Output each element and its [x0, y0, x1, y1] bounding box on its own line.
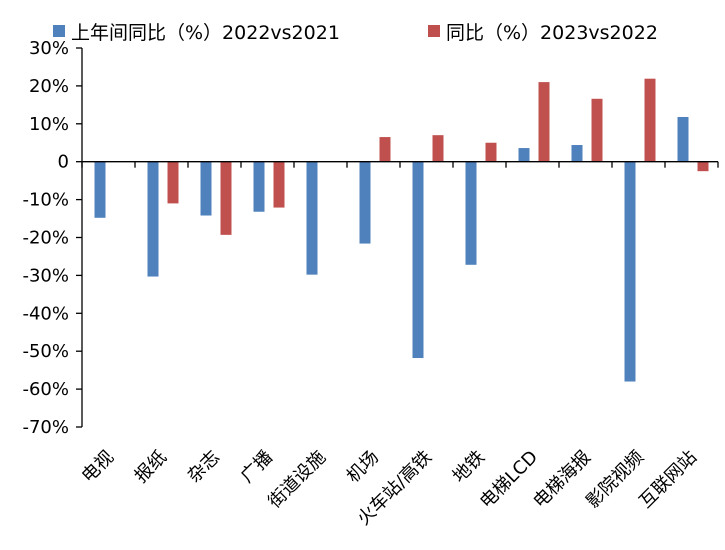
x-category-label: 电梯LCD [476, 447, 542, 513]
bar-series1-7 [412, 161, 424, 359]
bar-group [94, 78, 709, 382]
bar-series2-10 [591, 98, 603, 162]
x-category-label: 报纸 [131, 447, 171, 487]
x-category-label: 互联网站 [635, 447, 701, 513]
bar-series1-2 [147, 161, 159, 277]
y-tick-label: -50% [22, 341, 69, 362]
x-category-label: 机场 [343, 447, 383, 487]
bar-series1-3 [200, 161, 212, 216]
y-axis: 30% 20% 10% 0 -10% -20% -30% -40% -50% -60% -70% [22, 38, 83, 438]
x-category-label: 影院视频 [582, 447, 648, 513]
x-category-label: 杂志 [184, 447, 224, 487]
bar-series2-8 [485, 142, 497, 162]
chart-legend: 上年间同比（%）2022vs2021 同比（%）2023vs2022 [53, 22, 658, 44]
x-axis [81, 161, 719, 168]
legend-swatch-2 [428, 25, 440, 37]
y-tick-label: -30% [22, 265, 69, 286]
bar-series2-2 [167, 161, 179, 204]
y-tick-label: -20% [22, 228, 69, 249]
x-category-label: 地铁 [449, 447, 489, 487]
x-category-label: 电梯海报 [529, 447, 595, 513]
y-tick-label: -10% [22, 190, 69, 211]
bar-series1-10 [571, 145, 583, 162]
bar-series1-8 [465, 161, 477, 265]
y-tick-label: 30% [29, 38, 69, 59]
bar-series1-4 [253, 161, 265, 212]
y-tick-label: 20% [29, 76, 69, 97]
bar-series2-12 [697, 161, 709, 172]
legend-label-2: 同比（%）2023vs2022 [446, 22, 658, 44]
y-tick-label: 10% [29, 114, 69, 135]
bar-series1-5 [306, 161, 318, 275]
bar-series2-4 [273, 161, 285, 208]
legend-label-1: 上年间同比（%）2022vs2021 [71, 22, 340, 44]
y-tick-label: -40% [22, 303, 69, 324]
y-tick-label: 0 [58, 152, 69, 173]
bar-series2-6 [379, 137, 391, 162]
x-category-label: 广播 [237, 447, 277, 487]
x-category-label: 电视 [78, 447, 118, 487]
legend-swatch-1 [53, 25, 65, 37]
y-tick-label: -70% [22, 417, 69, 438]
bar-series1-11 [624, 161, 636, 382]
bar-series1-12 [677, 116, 689, 162]
bar-series1-1 [94, 161, 106, 218]
bar-series1-6 [359, 161, 371, 244]
y-tick-label: -60% [22, 379, 69, 400]
bar-series2-9 [538, 82, 550, 162]
bar-series2-3 [220, 161, 232, 235]
bar-series2-7 [432, 135, 444, 162]
bar-series2-11 [644, 78, 656, 162]
x-category-label: 街道设施 [264, 447, 330, 513]
bar-series1-9 [518, 148, 530, 162]
